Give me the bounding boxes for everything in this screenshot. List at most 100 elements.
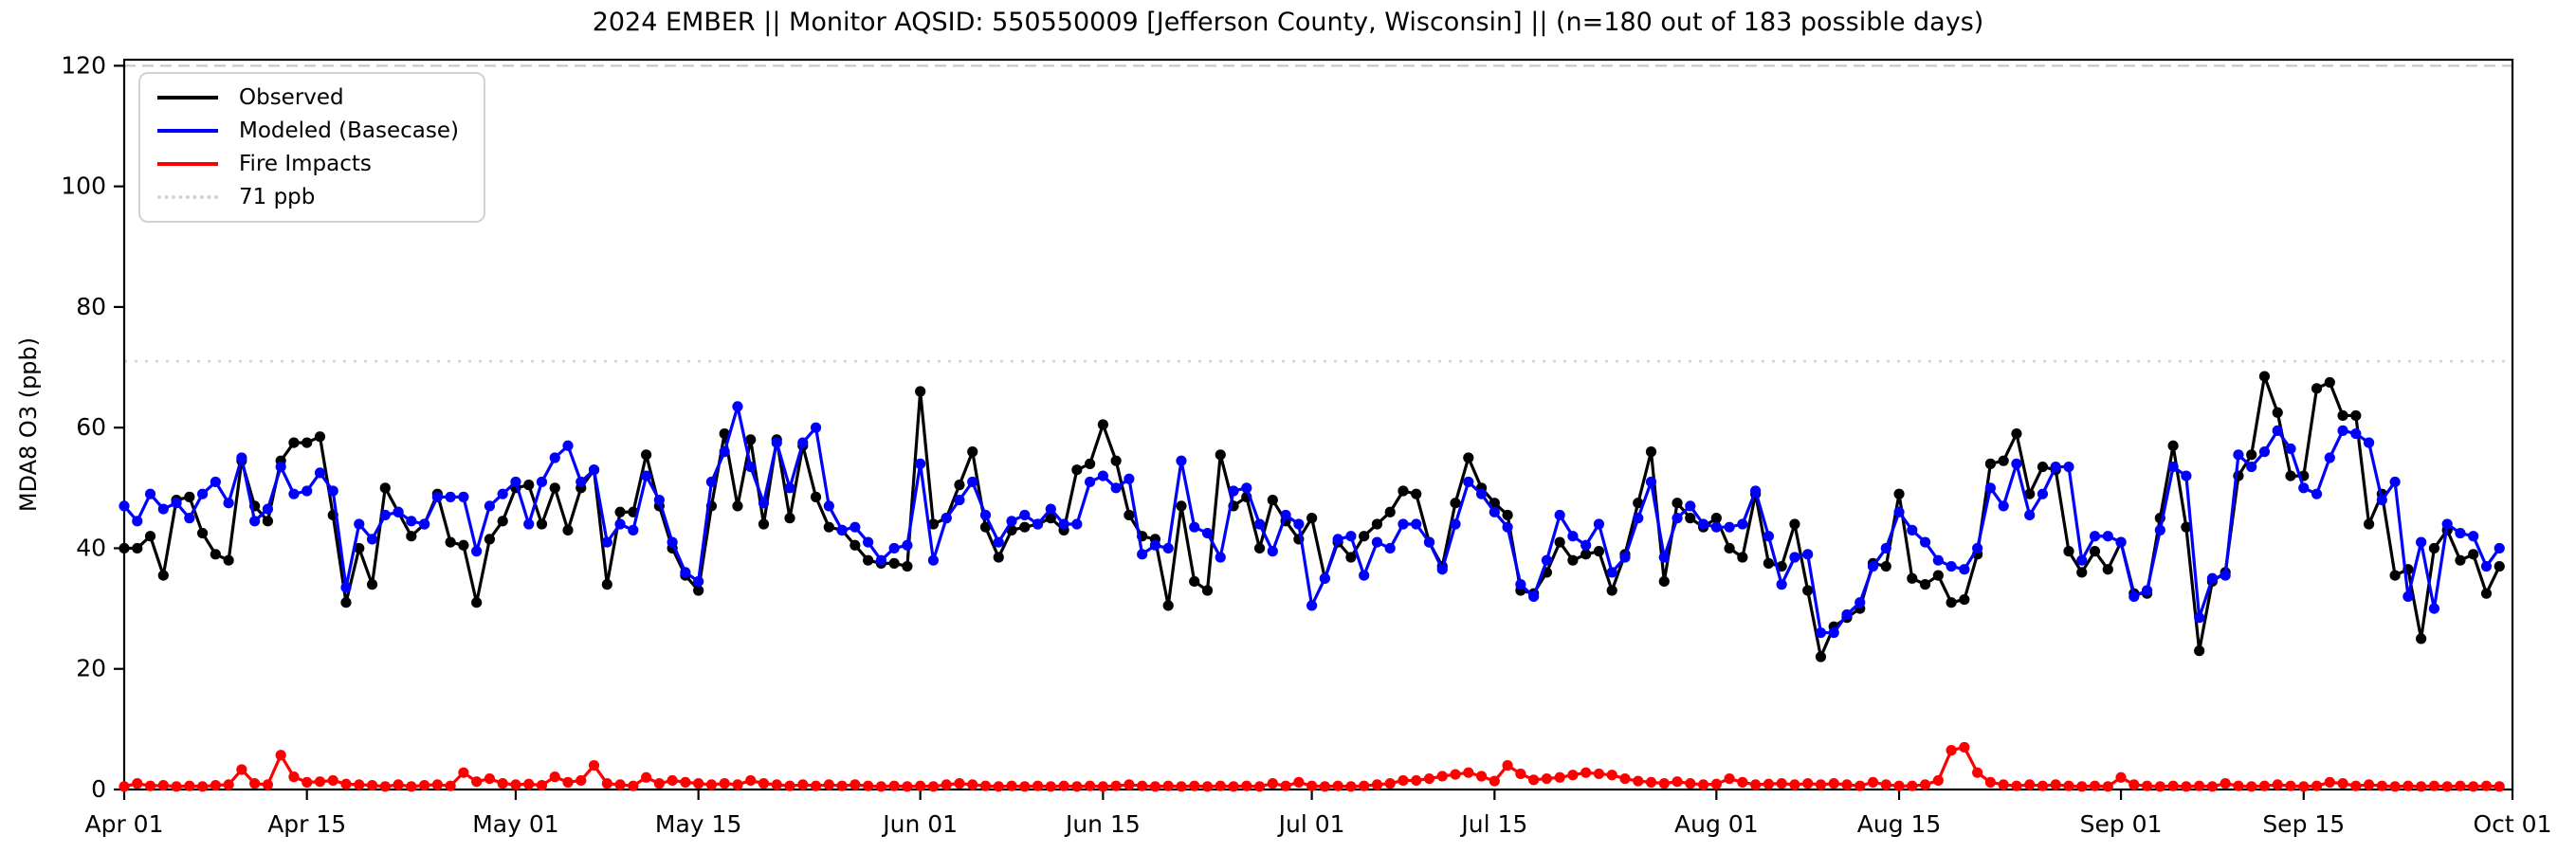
fire-impacts-marker	[1137, 780, 1148, 791]
modeled-basecase-marker	[1789, 552, 1800, 563]
modeled-basecase-marker	[1606, 567, 1617, 578]
modeled-basecase-marker	[1332, 534, 1343, 545]
observed-marker	[2102, 564, 2113, 575]
fire-impacts-marker	[1763, 778, 1774, 789]
modeled-basecase-marker	[967, 476, 978, 488]
modeled-basecase-marker	[2494, 542, 2505, 554]
modeled-basecase-marker	[1241, 482, 1252, 494]
fire-impacts-marker	[1436, 771, 1448, 782]
fire-impacts-marker	[705, 779, 718, 790]
observed-marker	[406, 531, 417, 542]
fire-impacts-marker	[1085, 780, 1096, 791]
observed-marker	[601, 579, 612, 590]
modeled-basecase-marker	[1998, 500, 2009, 512]
modeled-basecase-marker	[2128, 590, 2140, 602]
x-tick-label: May 01	[472, 810, 558, 838]
modeled-basecase-marker	[1554, 509, 1565, 521]
fire-impacts-marker	[2285, 780, 2296, 791]
fire-impacts-marker	[1463, 767, 1474, 778]
modeled-basecase-marker	[275, 461, 286, 473]
observed-marker	[1085, 458, 1096, 469]
fire-impacts-marker	[1789, 779, 1800, 790]
fire-impacts-marker	[1176, 781, 1187, 792]
observed-marker	[2455, 554, 2466, 566]
fire-impacts-marker	[1580, 767, 1592, 778]
fire-impacts-marker	[1685, 778, 1696, 789]
observed-marker	[1463, 452, 1474, 463]
observed-marker	[1189, 575, 1200, 588]
fire-impacts-marker	[2141, 780, 2153, 791]
fire-impacts-marker	[1972, 767, 1983, 778]
modeled-basecase-marker	[1176, 455, 1187, 466]
observed-marker	[484, 534, 496, 545]
fire-impacts-marker	[354, 779, 365, 790]
modeled-basecase-marker	[119, 500, 130, 512]
fire-impacts-marker	[497, 778, 508, 789]
fire-impacts-marker	[1450, 769, 1461, 780]
modeled-basecase-marker	[196, 488, 209, 499]
modeled-basecase-marker	[2011, 458, 2022, 469]
modeled-basecase-marker	[171, 498, 182, 509]
fire-impacts-marker	[1710, 778, 1722, 789]
observed-marker	[1710, 513, 1722, 524]
observed-marker	[1932, 570, 1944, 581]
observed-marker	[614, 506, 626, 517]
fire-impacts-marker	[379, 781, 391, 792]
modeled-basecase-marker	[314, 467, 326, 479]
observed-marker	[902, 560, 913, 572]
observed-marker	[184, 491, 195, 502]
observed-marker	[1359, 531, 1370, 542]
modeled-basecase-marker	[536, 476, 548, 488]
observed-marker	[2076, 567, 2088, 578]
observed-marker	[1606, 585, 1617, 596]
modeled-basecase-marker	[1411, 518, 1422, 530]
fire-impacts-marker	[771, 779, 782, 790]
observed-marker	[719, 427, 730, 440]
modeled-basecase-marker	[236, 452, 247, 463]
fire-impacts-marker	[1306, 780, 1318, 791]
modeled-basecase-marker	[2089, 531, 2101, 542]
fire-impacts-marker	[758, 778, 770, 789]
legend-line-sample	[157, 129, 218, 133]
observed-marker	[314, 431, 326, 443]
modeled-basecase-marker	[393, 506, 404, 517]
modeled-basecase-marker	[1515, 579, 1526, 590]
fire-impacts-marker	[1658, 778, 1670, 789]
fire-impacts-marker	[2389, 781, 2401, 792]
fire-impacts-marker	[2063, 780, 2074, 791]
x-tick-label: Oct 01	[2474, 810, 2552, 838]
modeled-basecase-marker	[1685, 500, 1696, 512]
modeled-basecase-marker	[1384, 542, 1396, 554]
fire-impacts-marker	[210, 779, 221, 791]
modeled-basecase-marker	[1489, 506, 1500, 517]
fire-impacts-marker	[641, 771, 652, 783]
fire-impacts-marker	[314, 776, 326, 788]
fire-impacts-marker	[340, 778, 352, 789]
fire-impacts-marker	[1071, 781, 1083, 792]
fire-impacts-marker	[2206, 781, 2219, 792]
modeled-basecase-marker	[1280, 509, 1291, 521]
fire-impacts-marker	[1215, 780, 1226, 791]
x-tick-label: Jul 15	[1459, 810, 1527, 838]
observed-marker	[379, 482, 391, 494]
y-tick-label: 120	[61, 51, 106, 79]
modeled-basecase-marker	[2441, 518, 2453, 530]
fire-impacts-marker	[1750, 779, 1762, 790]
observed-marker	[471, 597, 483, 608]
modeled-basecase-marker	[1371, 536, 1383, 548]
legend-item: Fire Impacts	[157, 152, 459, 176]
modeled-basecase-marker	[1475, 488, 1488, 499]
modeled-basecase-marker	[863, 536, 874, 548]
modeled-basecase-marker	[680, 567, 691, 578]
modeled-basecase-marker	[2363, 437, 2375, 448]
fire-impacts-marker	[327, 774, 338, 787]
modeled-basecase-marker	[1750, 485, 1762, 497]
modeled-basecase-marker	[1071, 518, 1083, 530]
observed-marker	[2258, 371, 2271, 382]
observed-marker	[823, 521, 834, 533]
modeled-basecase-marker	[1802, 549, 1814, 560]
modeled-basecase-marker	[1645, 476, 1657, 488]
observed-marker	[2011, 427, 2022, 440]
modeled-basecase-marker	[1189, 521, 1200, 533]
fire-impacts-marker	[196, 781, 209, 792]
